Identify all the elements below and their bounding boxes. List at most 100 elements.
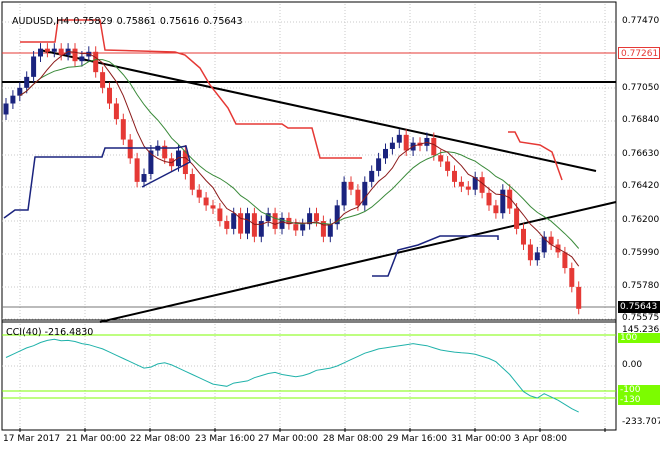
candle-bear <box>452 170 457 182</box>
candle-bear <box>134 158 140 182</box>
candle-bear <box>127 139 133 159</box>
candle-bear <box>72 48 78 62</box>
candle-bull <box>279 217 285 229</box>
trendlines[interactable] <box>2 49 617 323</box>
candle-bear <box>548 236 554 245</box>
price-tick: 0.77470 <box>622 16 660 26</box>
ohlc-close: 0.75643 <box>203 16 243 27</box>
candle-bear <box>189 174 195 190</box>
candle-bull <box>176 150 181 167</box>
candle-bear <box>44 48 50 52</box>
ascending-trendline <box>99 201 617 323</box>
ma-red-line <box>19 50 580 267</box>
time-label: 23 Mar 16:00 <box>195 434 256 444</box>
candle-bear <box>182 150 188 175</box>
blue-stepped-line-2 <box>372 235 499 277</box>
candle-bull <box>38 48 43 57</box>
cci-pane <box>2 334 616 413</box>
candle-bear <box>438 155 444 162</box>
time-label: 17 Mar 2017 <box>3 434 61 444</box>
candle-bear <box>217 208 223 222</box>
candle-bear <box>293 224 299 231</box>
cci-header: CCI(40) -216.4830 <box>6 327 94 338</box>
candle-bear <box>238 213 244 234</box>
candle-bear <box>527 244 533 261</box>
candle-bull <box>389 142 395 149</box>
candle-bear <box>569 268 575 287</box>
candle-bull <box>31 56 37 77</box>
candle-bear <box>210 205 216 209</box>
ohlc-high: 0.75861 <box>116 16 156 27</box>
candle-bear <box>514 208 520 229</box>
grid <box>2 4 616 432</box>
candle-bull <box>265 213 271 222</box>
time-label: 21 Mar 00:00 <box>66 434 127 444</box>
candle-bear <box>403 134 409 151</box>
red-line-price-badge: 0.77261 <box>618 47 660 59</box>
price-tick: 0.76630 <box>622 149 660 159</box>
candle-bull <box>10 95 16 104</box>
chart-header: AUDUSD,H4 0.75829 0.75861 0.75616 0.75643 <box>6 5 247 27</box>
price-tick: 0.76200 <box>622 215 660 225</box>
candle-bear <box>521 228 526 245</box>
time-label: 22 Mar 08:00 <box>130 434 191 444</box>
candle-bull <box>245 213 250 234</box>
candle-bear <box>58 48 64 55</box>
candle-bear <box>562 252 568 269</box>
candle-bear <box>286 217 292 225</box>
candle-bull <box>148 150 154 175</box>
candle-bear <box>120 119 126 140</box>
candle-bull <box>541 236 547 253</box>
cci-level-100: 100 <box>618 333 660 343</box>
candle-bear <box>458 181 464 187</box>
candle-bull <box>51 48 57 52</box>
time-label: 3 Apr 08:00 <box>514 434 567 444</box>
candle-bear <box>162 145 168 159</box>
candle-bear <box>576 286 582 309</box>
red-stepped-line <box>20 19 362 159</box>
candle-bear <box>431 137 437 156</box>
candle-bear <box>196 189 202 198</box>
candle-bull <box>231 213 237 229</box>
descending-trendline <box>39 49 597 172</box>
moving-averages <box>3 19 580 277</box>
candle-bear <box>445 161 451 171</box>
price-tick: 0.77050 <box>622 83 660 93</box>
cci-level-minus-100: -100 <box>618 385 660 395</box>
candle-bear <box>113 103 119 120</box>
ohlc-low: 0.75616 <box>159 16 200 27</box>
candle-bull <box>472 177 478 190</box>
candle-bull <box>334 205 340 225</box>
time-label: 28 Mar 08:00 <box>323 434 384 444</box>
chart-frame <box>1 1 617 431</box>
candle-bull <box>3 103 9 115</box>
price-tick: 0.76420 <box>622 181 660 191</box>
candle-bull <box>534 252 540 261</box>
price-tick: 0.75780 <box>622 281 660 291</box>
blue-stepped-line <box>3 145 191 219</box>
candle-bear <box>272 213 278 229</box>
candle-bull <box>500 189 506 214</box>
red-stepped-line-2 <box>508 131 563 181</box>
time-label: 31 Mar 00:00 <box>451 434 512 444</box>
candle-bull <box>376 158 382 171</box>
candle-bull <box>79 56 85 62</box>
candle-bull <box>300 224 306 231</box>
candle-bull <box>396 134 402 143</box>
candle-bear <box>93 51 99 73</box>
candle-bear <box>493 205 499 214</box>
candle-bear <box>314 213 319 222</box>
candle-bear <box>465 186 471 190</box>
candle-bear <box>100 72 106 88</box>
ma-green-line <box>19 59 580 249</box>
candle-bear <box>251 213 257 237</box>
candle-bull <box>258 221 264 237</box>
candle-bull <box>341 181 347 206</box>
candle-bear <box>224 221 230 229</box>
cci-tick: -233.7077 <box>622 417 660 427</box>
time-label: 27 Mar 00:00 <box>258 434 319 444</box>
candle-bull <box>327 224 333 237</box>
candle-bear <box>355 189 361 206</box>
candle-bear <box>479 177 485 193</box>
